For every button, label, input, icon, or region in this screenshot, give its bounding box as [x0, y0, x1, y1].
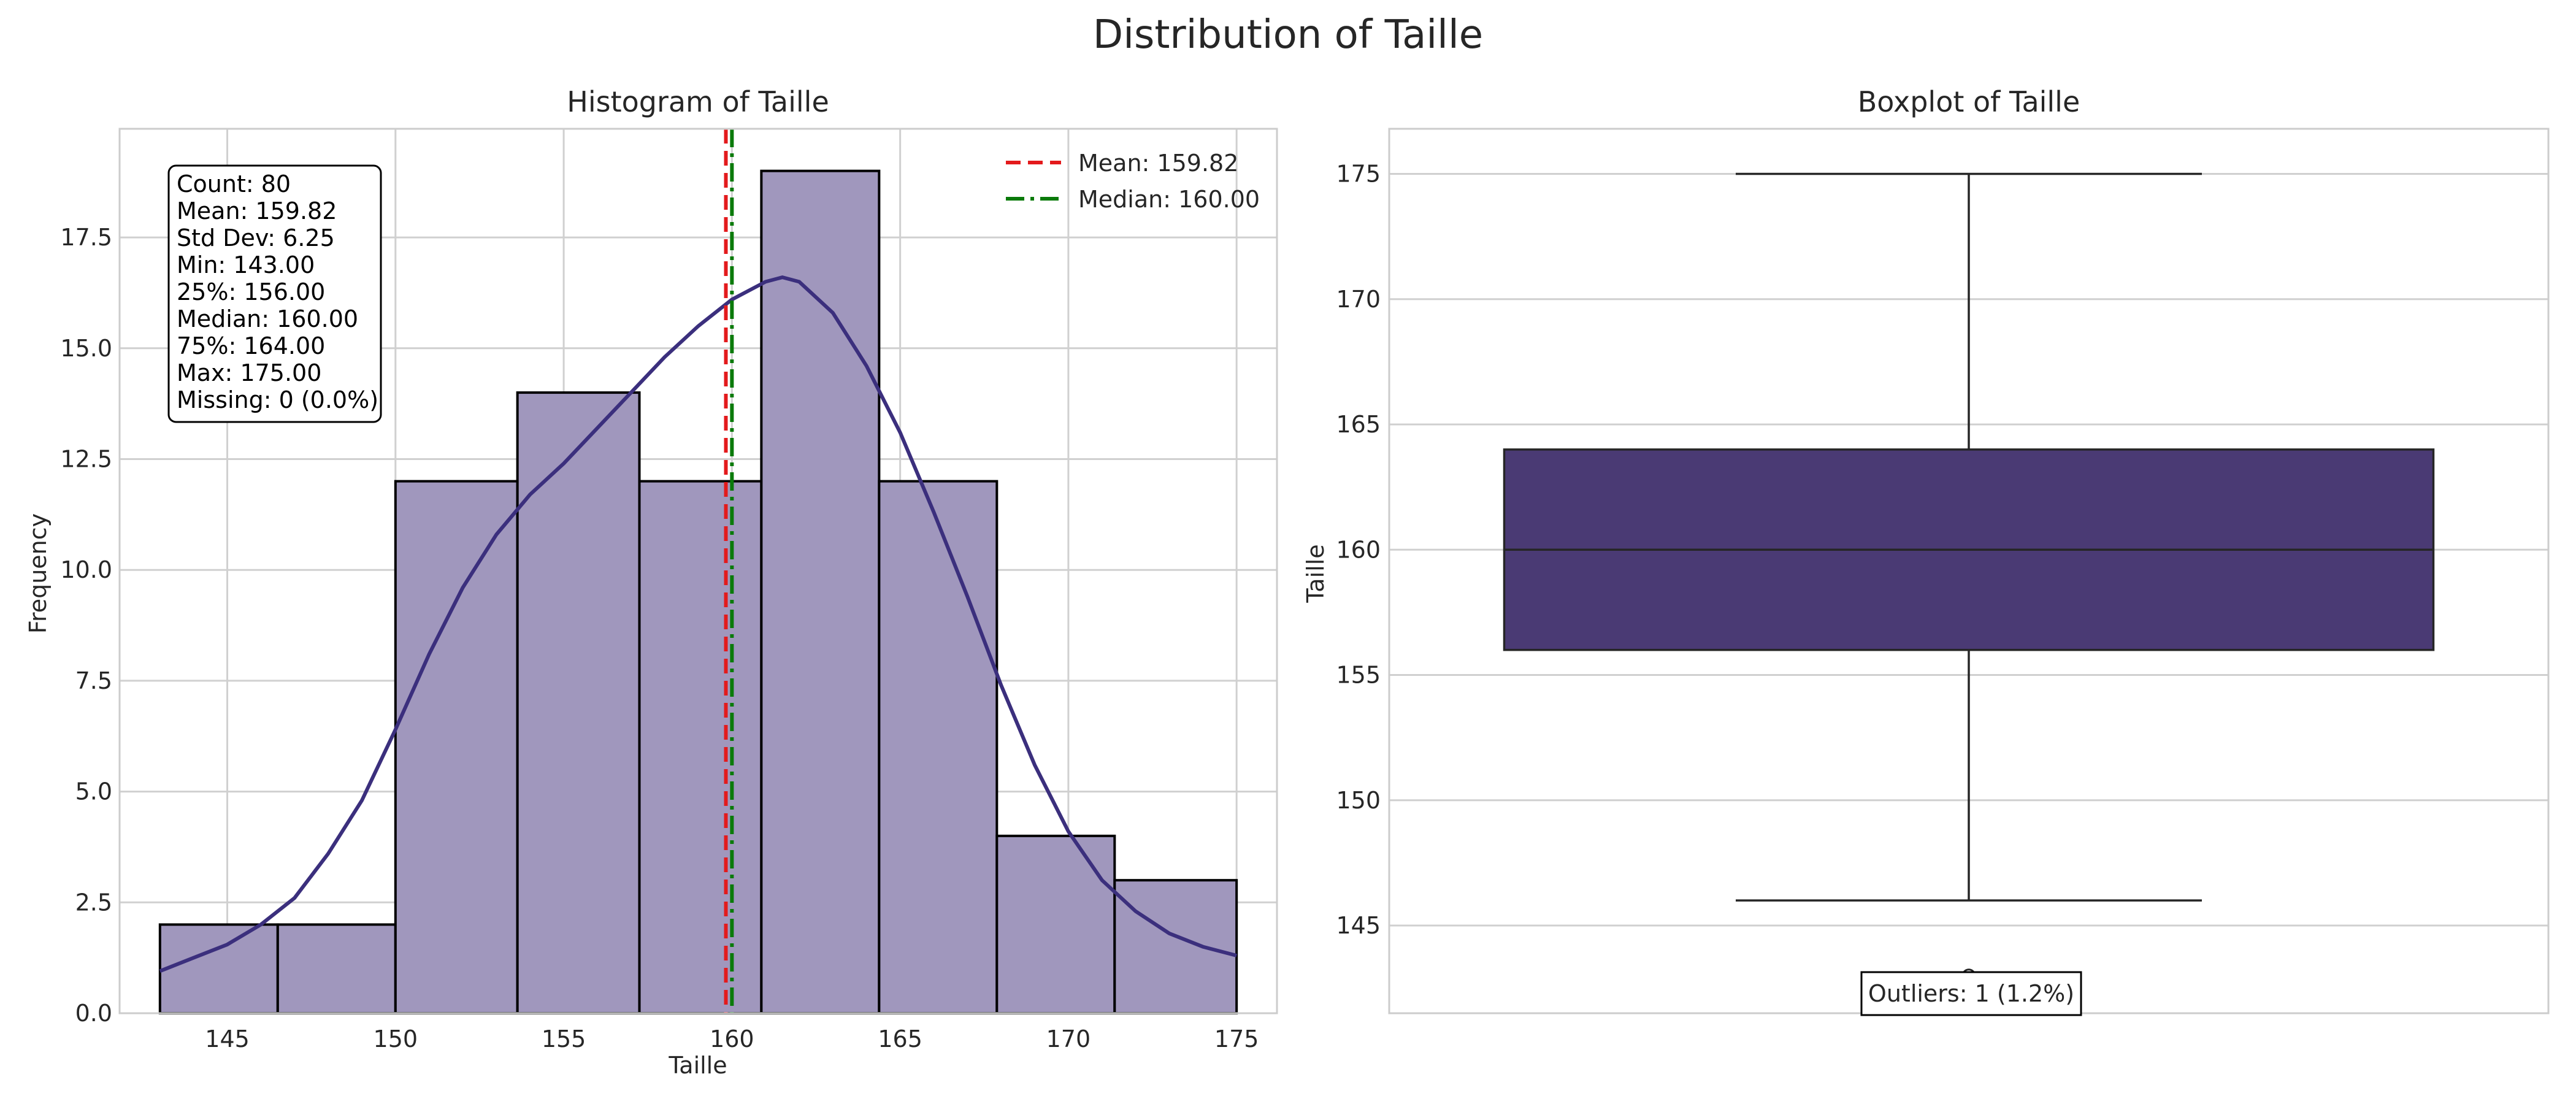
histogram-y-tick-labels: 0.0 2.5 5.0 7.5 10.0 12.5 15.0 17.5	[60, 224, 112, 1027]
legend-median-label: Median: 160.00	[1078, 186, 1260, 213]
histogram-x-tick-label: 155	[542, 1025, 586, 1052]
histogram-bar	[878, 480, 999, 1014]
boxplot-title: Boxplot of Taille	[1858, 85, 2080, 118]
histogram-bar	[516, 391, 641, 1014]
histogram-y-tick-label: 5.0	[75, 778, 112, 805]
boxplot-y-tick-labels: 145 150 155 160 165 170 175	[1336, 161, 1381, 939]
histogram-bar	[638, 480, 763, 1014]
histogram-x-tick-label: 165	[878, 1025, 922, 1052]
figure-title: Distribution of Taille	[1093, 12, 1483, 58]
boxplot-y-tick-label: 170	[1336, 286, 1381, 313]
histogram-bar	[158, 923, 279, 1014]
boxplot-panel: Boxplot of Taille Taille 145 150 155 160 165…	[1302, 85, 2550, 1016]
histogram-axes-frame	[118, 128, 1278, 1014]
histogram-bars	[158, 169, 1238, 1015]
boxplot-y-tick-label: 160	[1336, 536, 1381, 563]
outlier-annotation-frame	[1860, 971, 2082, 1016]
stats-missing: Missing: 0 (0.0%)	[177, 386, 378, 413]
histogram-bar	[1113, 879, 1238, 1014]
histogram-x-tick-label: 175	[1214, 1025, 1259, 1052]
stats-q1: 25%: 156.00	[177, 278, 325, 305]
histogram-x-tick-label: 160	[710, 1025, 754, 1052]
boxplot-y-tick-label: 165	[1336, 411, 1381, 438]
histogram-x-tick-label: 145	[205, 1025, 250, 1052]
histogram-xlabel: Taille	[668, 1052, 727, 1079]
histogram-x-tick-label: 170	[1046, 1025, 1091, 1052]
boxplot-ylabel: Taille	[1302, 544, 1329, 603]
stats-box: Count: 80 Mean: 159.82 Std Dev: 6.25 Min…	[167, 164, 382, 423]
boxplot-y-tick-label: 150	[1336, 787, 1381, 814]
stats-q3: 75%: 164.00	[177, 332, 325, 359]
histogram-bar	[760, 169, 881, 1015]
histogram-y-tick-label: 10.0	[60, 556, 112, 583]
histogram-bar	[394, 480, 519, 1014]
histogram-panel: Histogram of Taille Taille Frequency 145…	[25, 85, 1278, 1079]
histogram-x-tick-label: 150	[374, 1025, 418, 1052]
boxplot-marks	[1503, 172, 2435, 983]
kde-curve	[159, 275, 1237, 973]
histogram-y-tick-label: 0.0	[75, 1000, 112, 1027]
histogram-x-tick-labels: 145 150 155 160 165 170 175	[205, 1025, 1259, 1052]
histogram-y-tick-label: 12.5	[60, 445, 112, 472]
histogram-y-tick-label: 17.5	[60, 224, 112, 251]
stats-mean: Mean: 159.82	[177, 197, 337, 224]
boxplot-y-tick-label: 145	[1336, 912, 1381, 939]
outlier-annotation-text: Outliers: 1 (1.2%)	[1868, 980, 2074, 1007]
histogram-y-tick-label: 15.0	[60, 335, 112, 362]
histogram-bar	[995, 834, 1116, 1014]
histogram-bar	[276, 923, 397, 1014]
stats-min: Min: 143.00	[177, 251, 315, 278]
outlier-annotation: Outliers: 1 (1.2%)	[1860, 971, 2082, 1016]
histogram-y-tick-label: 2.5	[75, 889, 112, 916]
stats-median: Median: 160.00	[177, 305, 358, 332]
histogram-title: Histogram of Taille	[567, 85, 829, 118]
boxplot-y-tick-label: 175	[1336, 161, 1381, 188]
stats-count: Count: 80	[177, 171, 291, 197]
histogram-y-tick-label: 7.5	[75, 667, 112, 694]
stats-max: Max: 175.00	[177, 359, 321, 386]
boxplot-y-tick-label: 155	[1336, 662, 1381, 689]
histogram-legend: Mean: 159.82 Median: 160.00	[1006, 150, 1260, 213]
legend-mean-label: Mean: 159.82	[1078, 150, 1238, 177]
histogram-ylabel: Frequency	[25, 513, 52, 634]
stats-box-frame	[167, 164, 382, 423]
stats-std: Std Dev: 6.25	[177, 224, 335, 251]
